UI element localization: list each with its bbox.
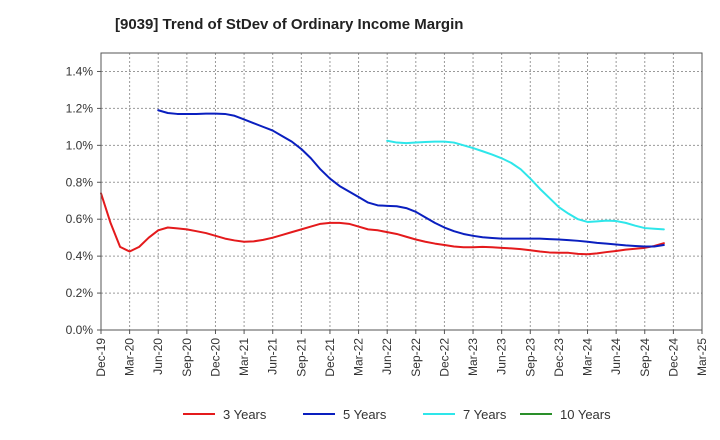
x-tick-labels: Dec-19 Mar-20 Jun-20 Sep-20 Dec-20 Mar-21 Jun-… <box>94 338 709 377</box>
y-tick-labels: 0.0% 0.2% 0.4% 0.6% 0.8% 1.0% 1.2% 1.4% <box>66 64 94 337</box>
x-tick-label: Dec-19 <box>94 338 108 377</box>
y-tick-label: 1.2% <box>66 101 94 115</box>
legend-label: 7 Years <box>463 407 507 422</box>
x-tick-label: Sep-21 <box>294 338 308 377</box>
y-tick-label: 1.0% <box>66 138 94 152</box>
x-tick-label: Mar-21 <box>237 338 251 376</box>
grid <box>97 53 703 334</box>
x-tick-label: Jun-23 <box>495 338 509 375</box>
y-tick-label: 0.6% <box>66 212 94 226</box>
legend-label: 5 Years <box>343 407 387 422</box>
chart-title: [9039] Trend of StDev of Ordinary Income… <box>115 16 463 33</box>
x-tick-label: Dec-24 <box>666 338 680 377</box>
x-tick-label: Mar-25 <box>695 338 709 376</box>
series-line-5-years <box>157 109 665 248</box>
y-tick-label: 0.4% <box>66 249 94 263</box>
x-tick-label: Sep-24 <box>638 338 652 377</box>
x-tick-label: Mar-23 <box>466 338 480 376</box>
x-tick-label: Sep-20 <box>180 338 194 377</box>
x-tick-label: Sep-23 <box>523 338 537 377</box>
y-tick-label: 0.0% <box>66 323 94 337</box>
x-tick-label: Mar-22 <box>352 338 366 376</box>
x-tick-label: Dec-22 <box>437 338 451 377</box>
x-tick-label: Jun-24 <box>609 338 623 375</box>
legend-label: 3 Years <box>223 407 267 422</box>
plot-frame <box>100 52 703 331</box>
series-line-7-years <box>386 139 665 231</box>
legend-label: 10 Years <box>560 407 611 422</box>
x-tick-label: Dec-21 <box>323 338 337 377</box>
y-tick-label: 1.4% <box>66 64 94 78</box>
y-tick-label: 0.2% <box>66 286 94 300</box>
x-tick-label: Dec-20 <box>208 338 222 377</box>
y-tick-label: 0.8% <box>66 175 94 189</box>
x-tick-label: Mar-24 <box>581 338 595 376</box>
x-tick-label: Jun-22 <box>380 338 394 375</box>
x-tick-label: Jun-20 <box>151 338 165 375</box>
series-line-3-years <box>100 192 665 256</box>
x-tick-label: Dec-23 <box>552 338 566 377</box>
x-tick-label: Sep-22 <box>409 338 423 377</box>
x-tick-label: Mar-20 <box>123 338 137 376</box>
series-lines <box>100 109 665 256</box>
legend: 3 Years 5 Years 7 Years 10 Years <box>183 407 611 422</box>
x-tick-label: Jun-21 <box>266 338 280 375</box>
